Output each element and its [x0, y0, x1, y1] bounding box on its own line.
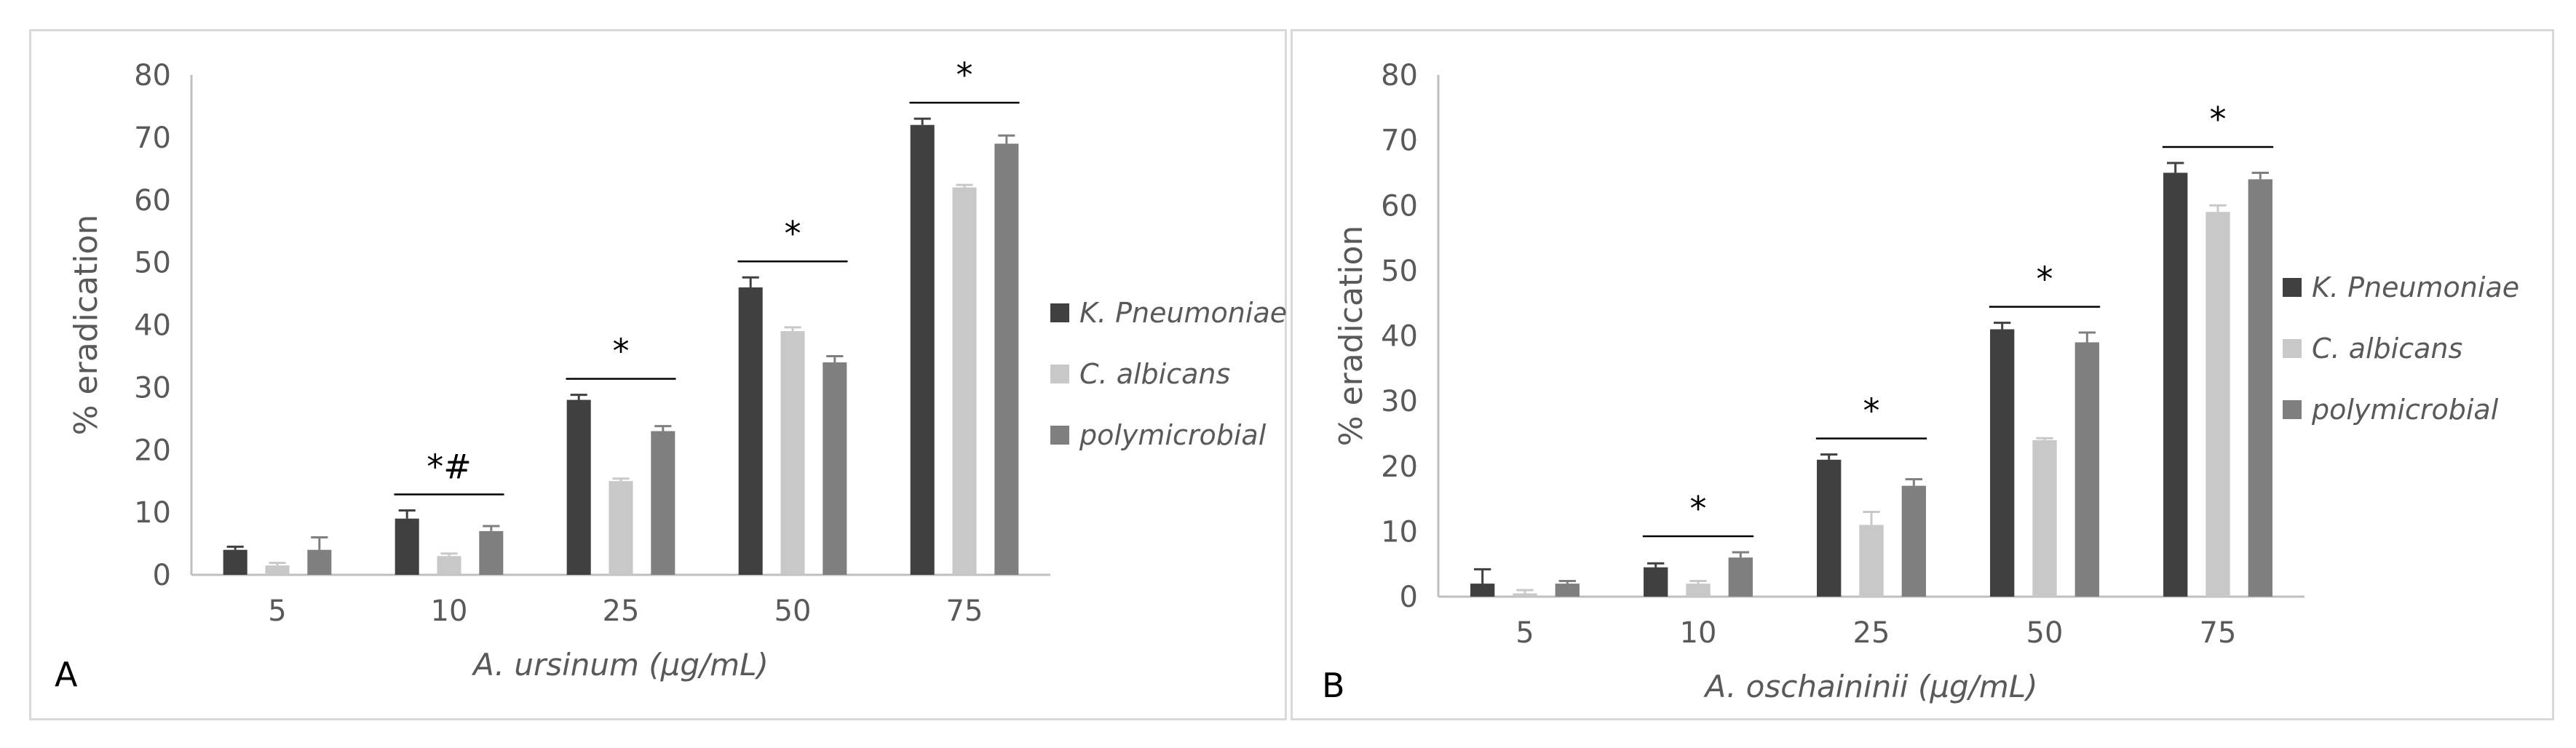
chart-a-svg: 0 10 20 30 40 50 60 70 80 % eradication 5 10 *# 25 * 50…: [55, 55, 1287, 694]
y-tick-label: 50: [134, 247, 171, 280]
significance-marker: *: [1863, 391, 1880, 431]
bar-k-pneumoniae: [395, 518, 419, 575]
bar-k-pneumoniae: [1817, 459, 1842, 597]
x-tick-label: 50: [774, 594, 812, 628]
bar-polymicrobial: [823, 362, 847, 575]
bar-c-albicans: [2206, 212, 2230, 597]
bar-k-pneumoniae: [566, 399, 591, 575]
bar-polymicrobial: [994, 143, 1019, 575]
y-tick-label: 30: [134, 371, 171, 405]
y-tick-label: 10: [1381, 515, 1418, 549]
bar-c-albicans: [1686, 584, 1711, 597]
legend-swatch: [1050, 365, 1069, 383]
x-tick-label: 5: [1515, 616, 1534, 650]
panel-label: B: [1322, 666, 1345, 705]
bar-k-pneumoniae: [1644, 567, 1668, 597]
significance-marker: *: [613, 332, 630, 371]
y-tick-label: 40: [1381, 320, 1418, 354]
bar-k-pneumoniae: [1990, 329, 2015, 597]
panel-label: A: [55, 655, 78, 694]
bar-polymicrobial: [2074, 342, 2099, 597]
legend-swatch: [2283, 400, 2302, 419]
legend-label: C. albicans: [1079, 358, 1230, 390]
legend-swatch: [2283, 278, 2302, 297]
significance-marker: *#: [427, 447, 472, 487]
x-tick-label: 10: [1680, 616, 1717, 650]
bar-c-albicans: [2032, 439, 2057, 597]
bar-c-albicans: [952, 187, 977, 575]
bar-c-albicans: [780, 331, 805, 575]
legend-swatch: [2283, 339, 2302, 358]
chart-b-svg: 0 10 20 30 40 50 60 70 80 % eradication 5 10 * 25 * 50 *…: [1322, 59, 2519, 705]
x-axis-title: A. oschaininii (μg/mL): [1703, 669, 2037, 704]
bar-k-pneumoniae: [1470, 584, 1495, 597]
x-tick-label: 25: [1853, 616, 1890, 650]
bar-polymicrobial: [1555, 584, 1580, 597]
bar-c-albicans: [437, 556, 461, 575]
legend-label: polymicrobial: [1079, 419, 1267, 451]
bar-k-pneumoniae: [2163, 172, 2188, 597]
bar-c-albicans: [1513, 593, 1537, 597]
chart-panel-b: 0 10 20 30 40 50 60 70 80 % eradication 5 10 * 25 * 50 *…: [1291, 29, 2554, 720]
x-tick-label: 5: [268, 594, 286, 628]
y-tick-label: 50: [1381, 255, 1418, 288]
bar-k-pneumoniae: [738, 287, 763, 575]
y-tick-label: 70: [1381, 124, 1418, 158]
bar-polymicrobial: [1901, 485, 1926, 597]
x-tick-label: 75: [946, 594, 983, 628]
legend-swatch: [1050, 303, 1069, 322]
bar-c-albicans: [609, 481, 633, 575]
y-tick-label: 60: [1381, 189, 1418, 223]
x-axis-title: A. ursinum (μg/mL): [471, 647, 769, 683]
x-tick-label: 25: [603, 594, 640, 628]
legend-label: K. Pneumoniae: [2312, 271, 2519, 303]
bar-k-pneumoniae: [223, 549, 247, 575]
legend-label: C. albicans: [2312, 333, 2462, 365]
bar-polymicrobial: [651, 431, 675, 575]
x-tick-label: 10: [431, 594, 468, 628]
y-tick-label: 20: [1381, 450, 1418, 484]
bar-polymicrobial: [2248, 179, 2272, 597]
y-axis-title: % eradication: [1333, 226, 1370, 447]
y-tick-label: 30: [1381, 385, 1418, 418]
chart-panel-a: 0 10 20 30 40 50 60 70 80 % eradication 5 10 *# 25 * 50…: [29, 29, 1287, 720]
y-tick-label: 40: [134, 309, 171, 343]
y-tick-label: 0: [153, 559, 171, 592]
significance-marker: *: [2037, 260, 2053, 299]
significance-marker: *: [1690, 489, 1707, 528]
y-tick-label: 60: [134, 184, 171, 218]
legend-label: K. Pneumoniae: [1079, 297, 1287, 329]
y-tick-label: 80: [1381, 59, 1418, 92]
significance-marker: *: [956, 55, 973, 95]
x-tick-label: 50: [2026, 616, 2064, 650]
y-tick-label: 20: [134, 434, 171, 467]
bar-polymicrobial: [307, 549, 332, 575]
bar-polymicrobial: [479, 530, 504, 575]
y-axis-title: % eradication: [68, 215, 105, 436]
legend-label: polymicrobial: [2311, 394, 2499, 426]
x-tick-label: 75: [2200, 616, 2237, 650]
significance-marker: *: [785, 214, 801, 253]
bar-polymicrobial: [1728, 557, 1753, 597]
y-tick-label: 10: [134, 496, 171, 530]
bar-c-albicans: [1859, 525, 1884, 597]
legend-swatch: [1050, 426, 1069, 445]
y-tick-label: 80: [134, 59, 171, 92]
significance-marker: *: [2210, 100, 2227, 139]
y-tick-label: 0: [1400, 581, 1418, 614]
bar-k-pneumoniae: [910, 124, 935, 575]
y-tick-label: 70: [134, 122, 171, 155]
bar-c-albicans: [265, 565, 290, 575]
